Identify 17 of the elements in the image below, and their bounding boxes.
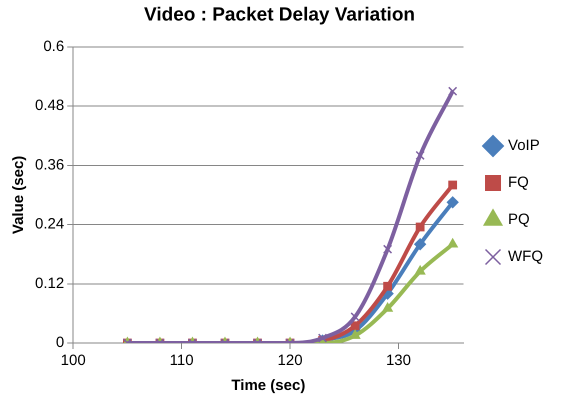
legend-label: PQ	[508, 211, 530, 228]
legend-label: FQ	[508, 174, 529, 192]
x-tick-label: 130	[386, 352, 411, 370]
y-axis-title: Value (sec)	[10, 156, 28, 234]
x-tick-label: 100	[60, 352, 86, 370]
legend-label: WFQ	[508, 248, 544, 266]
x-tick-label: 110	[170, 352, 194, 370]
y-tick-label: 0.6	[43, 38, 64, 55]
x-axis-title: Time (sec)	[231, 377, 306, 394]
y-tick-label: 0.48	[34, 97, 64, 114]
y-tick-label: 0.36	[34, 156, 64, 174]
chart-title: Video : Packet Delay Variation	[144, 4, 416, 26]
y-tick-label: 0.12	[34, 274, 64, 292]
x-tick-label: 120	[278, 352, 303, 370]
legend-label: VoIP	[508, 137, 540, 154]
y-tick-label: 0.24	[34, 216, 64, 233]
y-tick-label: 0	[56, 334, 64, 352]
